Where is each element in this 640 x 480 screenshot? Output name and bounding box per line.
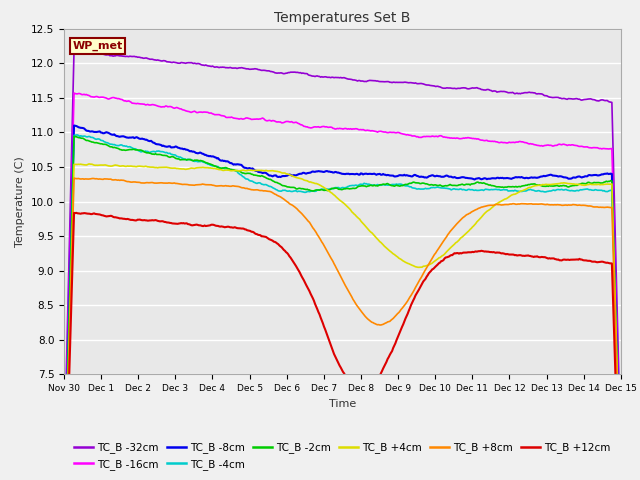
- TC_B +12cm: [72, 210, 80, 216]
- TC_B +8cm: [605, 204, 612, 210]
- TC_B -32cm: [329, 74, 337, 80]
- TC_B -2cm: [393, 182, 401, 188]
- TC_B -8cm: [605, 171, 612, 177]
- TC_B -16cm: [362, 128, 370, 133]
- TC_B -32cm: [393, 80, 401, 85]
- TC_B -4cm: [605, 188, 612, 194]
- TC_B -16cm: [329, 125, 337, 131]
- TC_B -16cm: [70, 90, 78, 96]
- TC_B +8cm: [518, 201, 525, 206]
- Line: TC_B -32cm: TC_B -32cm: [64, 50, 621, 470]
- Line: TC_B -16cm: TC_B -16cm: [64, 93, 621, 480]
- TC_B +4cm: [86, 161, 93, 167]
- TC_B -4cm: [362, 181, 370, 187]
- TC_B +4cm: [326, 189, 333, 194]
- TC_B +4cm: [329, 191, 337, 197]
- TC_B +12cm: [605, 260, 612, 266]
- TC_B -4cm: [393, 181, 401, 187]
- TC_B +12cm: [518, 252, 525, 258]
- TC_B -2cm: [362, 184, 370, 190]
- Legend: TC_B -32cm, TC_B -16cm, TC_B -8cm, TC_B -4cm, TC_B -2cm, TC_B +4cm, TC_B +8cm, T: TC_B -32cm, TC_B -16cm, TC_B -8cm, TC_B …: [70, 438, 614, 474]
- TC_B -16cm: [393, 130, 401, 136]
- TC_B +8cm: [326, 253, 333, 259]
- TC_B +8cm: [70, 175, 78, 181]
- Title: Temperatures Set B: Temperatures Set B: [274, 11, 411, 25]
- TC_B -32cm: [70, 47, 78, 53]
- TC_B +8cm: [362, 315, 370, 321]
- TC_B -8cm: [362, 171, 370, 177]
- TC_B +12cm: [329, 348, 337, 354]
- TC_B -16cm: [326, 124, 333, 130]
- Line: TC_B +12cm: TC_B +12cm: [64, 213, 621, 480]
- TC_B +4cm: [605, 181, 612, 187]
- TC_B -32cm: [605, 99, 612, 105]
- TC_B -32cm: [617, 451, 625, 456]
- Line: TC_B -8cm: TC_B -8cm: [64, 125, 621, 480]
- TC_B -8cm: [70, 122, 78, 128]
- TC_B +4cm: [393, 253, 401, 259]
- TC_B -4cm: [74, 132, 81, 138]
- TC_B -16cm: [617, 477, 625, 480]
- Line: TC_B -4cm: TC_B -4cm: [64, 135, 621, 480]
- TC_B +12cm: [393, 337, 401, 343]
- Line: TC_B -2cm: TC_B -2cm: [64, 136, 621, 480]
- Line: TC_B +8cm: TC_B +8cm: [64, 178, 621, 480]
- TC_B +12cm: [362, 386, 370, 392]
- TC_B -8cm: [393, 173, 401, 179]
- TC_B +12cm: [326, 338, 333, 344]
- TC_B +8cm: [393, 312, 401, 318]
- TC_B +4cm: [362, 224, 370, 230]
- Text: WP_met: WP_met: [72, 41, 123, 51]
- TC_B -2cm: [605, 179, 612, 184]
- X-axis label: Time: Time: [329, 399, 356, 408]
- TC_B +8cm: [329, 258, 337, 264]
- Y-axis label: Temperature (C): Temperature (C): [15, 156, 26, 247]
- TC_B +4cm: [518, 188, 525, 194]
- TC_B -8cm: [329, 169, 337, 175]
- TC_B -32cm: [362, 79, 370, 84]
- TC_B -2cm: [518, 183, 525, 189]
- TC_B -4cm: [326, 186, 333, 192]
- TC_B -2cm: [326, 187, 333, 192]
- TC_B -2cm: [70, 133, 78, 139]
- TC_B -16cm: [605, 146, 612, 152]
- TC_B -16cm: [518, 139, 525, 144]
- TC_B -32cm: [518, 90, 525, 96]
- TC_B -32cm: [60, 467, 68, 473]
- TC_B -4cm: [518, 189, 525, 194]
- Line: TC_B +4cm: TC_B +4cm: [64, 164, 621, 480]
- TC_B -2cm: [329, 185, 337, 191]
- TC_B -32cm: [326, 74, 333, 80]
- TC_B -4cm: [329, 186, 337, 192]
- TC_B -8cm: [326, 168, 333, 174]
- TC_B -8cm: [518, 174, 525, 180]
